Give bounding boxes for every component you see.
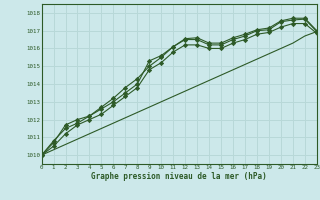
X-axis label: Graphe pression niveau de la mer (hPa): Graphe pression niveau de la mer (hPa) [91,172,267,181]
